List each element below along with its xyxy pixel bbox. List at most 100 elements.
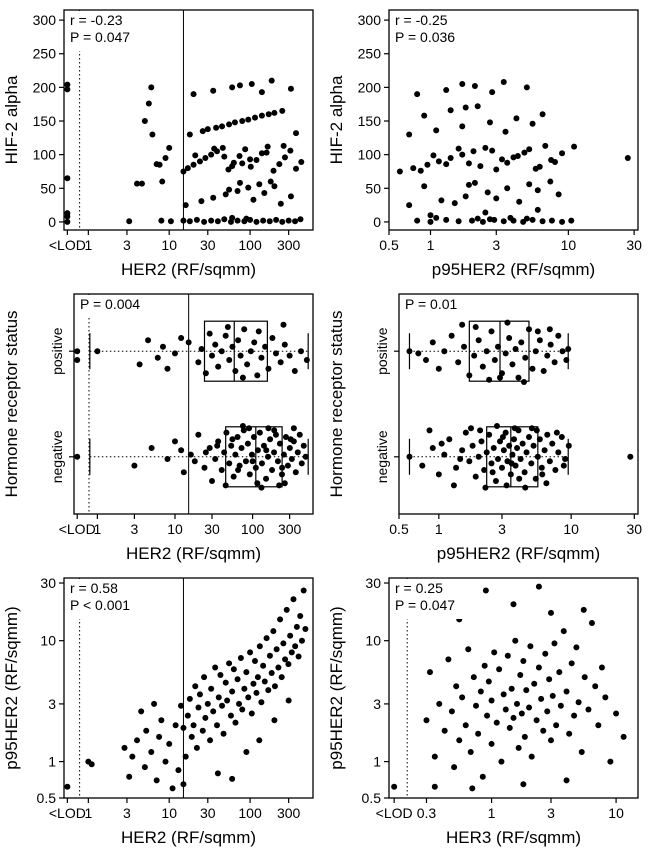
x-tick-label: 1 (488, 805, 496, 821)
y-tick-label: 1 (48, 754, 56, 770)
y-axis-label: Hormone receptor status (2, 310, 21, 497)
y-tick-label: 250 (33, 46, 57, 62)
y-tick-label: 1 (373, 754, 381, 770)
axis-labels: p95HER2 (RF/sqmm) HIF-2 alpha (327, 75, 595, 279)
x-tick-label: 10 (561, 237, 577, 253)
boxplots (408, 320, 569, 488)
x-tick-label: 100 (238, 237, 262, 253)
y-tick-label: 50 (40, 180, 56, 196)
x-tick-label: 1 (435, 521, 443, 537)
x-tick-label: <LOD (59, 521, 96, 537)
y-tick-label: 100 (33, 147, 57, 163)
y-category-label: negative (374, 430, 390, 483)
y-axis: positive negative (374, 327, 399, 483)
annotation-line: r = 0.58 (70, 580, 118, 596)
x-axis-label: p95HER2 (RF/sqmm) (432, 260, 595, 279)
x-tick-label: 1 (427, 237, 435, 253)
y-category-label: positive (49, 327, 65, 375)
x-axis: 0.5 1 3 10 30 (379, 230, 642, 253)
y-axis-label: Hormone receptor status (327, 310, 346, 497)
x-tick-label: <LOD (49, 805, 86, 821)
axis-labels: HER2 (RF/sqmm) HIF-2 alpha (2, 75, 256, 279)
data-points (74, 321, 310, 491)
annotation: r = -0.23P = 0.047 (65, 11, 140, 51)
y-axis-label: p95HER2 (RF/sqmm) (2, 606, 21, 769)
y-category-label: positive (374, 327, 390, 375)
y-tick-label: 0 (373, 214, 381, 230)
annotation: P = 0.01 (400, 295, 468, 318)
axis-labels: HER3 (RF/sqmm) p95HER2 (RF/sqmm) (327, 606, 581, 847)
x-tick-label: <LOD (376, 805, 413, 821)
y-tick-label: 150 (33, 113, 57, 129)
x-tick-label: 30 (627, 521, 643, 537)
y-tick-label: 250 (358, 46, 382, 62)
chart-p95her2-vs-her2: <LOD 1 3 10 30 100 300 0.5 1 3 10 30 r = 0.58 P < 0.0… (0, 568, 325, 852)
annotation-line: r = 0.25 (395, 580, 443, 596)
x-axis-label: HER2 (RF/sqmm) (121, 260, 256, 279)
annotation-line: P = 0.047 (70, 29, 130, 45)
y-axis-label: HIF-2 alpha (327, 75, 346, 164)
x-tick-label: 10 (563, 521, 579, 537)
plot-border (388, 577, 639, 799)
x-tick-label: 1 (84, 805, 92, 821)
plot-border (73, 293, 314, 515)
x-tick-label: 10 (167, 521, 183, 537)
x-tick-label: 10 (161, 805, 177, 821)
y-axis: positive negative (49, 327, 74, 483)
x-tick-label: 3 (498, 521, 506, 537)
y-tick-label: 150 (358, 113, 382, 129)
x-tick-label: 300 (278, 521, 302, 537)
chart-p95her2-vs-her3: <LOD 0.3 1 3 10 0.5 1 3 10 30 r = 0.25 P = 0.047 HER… (325, 568, 650, 852)
annotation-line: P = 0.036 (395, 29, 455, 45)
reference-lines (88, 294, 190, 514)
x-tick-label: 100 (238, 805, 262, 821)
x-tick-label: 1 (93, 521, 101, 537)
x-tick-label: 3 (492, 237, 500, 253)
y-axis: 0 50 100 150 200 250 300 (33, 12, 64, 230)
data-points (64, 587, 309, 792)
x-tick-label: 1 (84, 237, 92, 253)
annotation: r = -0.25P = 0.036 (390, 11, 465, 51)
data-points (396, 78, 631, 225)
y-axis: 0.5 1 3 10 30 (362, 575, 389, 806)
x-tick-label: 0.3 (417, 805, 437, 821)
y-tick-label: 0.5 (37, 790, 57, 806)
y-tick-label: 30 (40, 575, 56, 591)
data-points (64, 77, 305, 225)
chart-hif2alpha-vs-p95her2: 0.5 1 3 10 30 0 50 100 150 200 250 300 r = -0.25 P = … (325, 0, 650, 284)
annotation-line: P = 0.004 (80, 296, 140, 312)
y-tick-label: 10 (365, 633, 381, 649)
x-tick-label: 3 (123, 805, 131, 821)
annotation-line: P = 0.01 (405, 296, 458, 312)
y-tick-label: 100 (358, 147, 382, 163)
x-tick-label: 10 (608, 805, 624, 821)
chart-hif2alpha-vs-her2: <LOD 1 3 10 30 100 300 0 50 100 150 200 250 300 r = -0… (0, 0, 325, 284)
x-tick-label: 0.5 (389, 521, 409, 537)
x-axis-label: HER2 (RF/sqmm) (126, 544, 261, 563)
data-points (391, 583, 627, 792)
x-tick-label: 300 (277, 805, 301, 821)
chart-hr-status-vs-p95her2: 0.5 1 3 10 30 positive negative P = 0.01 p95HER2… (325, 284, 650, 568)
axis-labels: HER2 (RF/sqmm) Hormone receptor status (2, 310, 261, 563)
x-tick-label: 0.5 (379, 237, 399, 253)
chart-hr-status-vs-her2: <LOD 1 3 10 30 100 300 positive negative P = 0.00… (0, 284, 325, 568)
plot-border (398, 293, 639, 515)
x-tick-label: 100 (241, 521, 265, 537)
x-tick-label: 30 (204, 521, 220, 537)
axis-labels: p95HER2 (RF/sqmm) Hormone receptor status (327, 310, 600, 563)
y-tick-label: 10 (40, 633, 56, 649)
x-tick-label: 30 (626, 237, 642, 253)
x-axis-label: HER3 (RF/sqmm) (446, 828, 581, 847)
y-category-label: negative (49, 430, 65, 483)
x-axis: <LOD 0.3 1 3 10 (376, 798, 624, 821)
x-axis-label: HER2 (RF/sqmm) (121, 828, 256, 847)
x-tick-label: 3 (123, 237, 131, 253)
x-axis: 0.5 1 3 10 30 (389, 514, 642, 537)
x-axis-label: p95HER2 (RF/sqmm) (437, 544, 600, 563)
annotation: P = 0.004 (75, 295, 150, 318)
